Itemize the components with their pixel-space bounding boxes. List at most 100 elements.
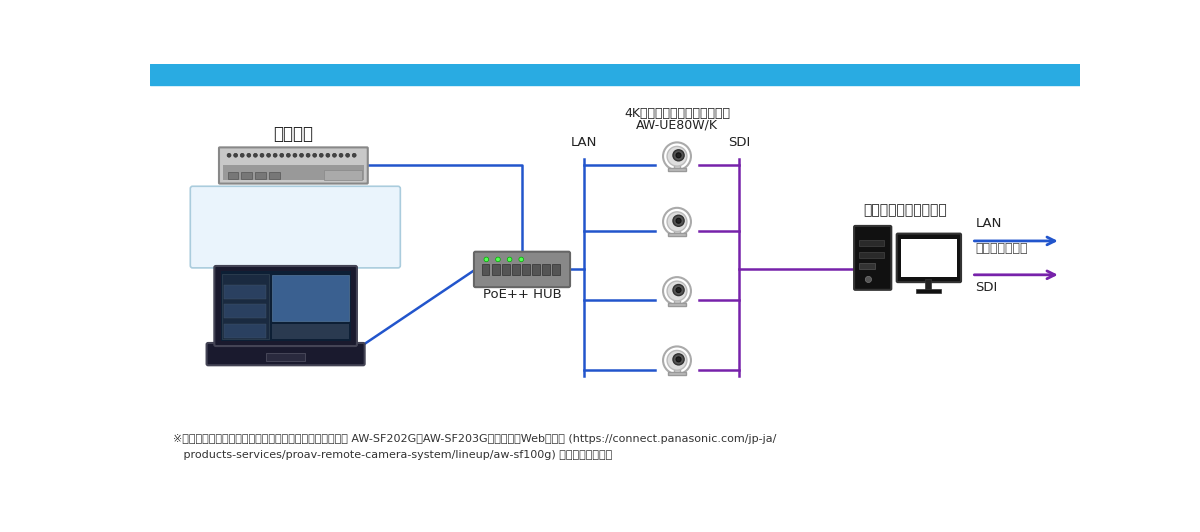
Circle shape [673, 354, 684, 365]
Text: 組み合わせて利用することが可能です※。: 組み合わせて利用することが可能です※。 [199, 253, 335, 266]
Circle shape [274, 153, 277, 157]
Bar [673, 222, 680, 234]
Text: LAN: LAN [976, 217, 1002, 230]
FancyBboxPatch shape [854, 226, 892, 290]
Text: 追加）、AW-SF203G（3ライセンス追加）を: 追加）、AW-SF203G（3ライセンス追加）を [199, 236, 372, 250]
Bar [256, 172, 266, 179]
Bar [916, 289, 941, 293]
Circle shape [287, 153, 290, 157]
Circle shape [676, 218, 682, 223]
Circle shape [319, 153, 323, 157]
Circle shape [673, 215, 684, 226]
Circle shape [227, 153, 230, 157]
Circle shape [667, 212, 686, 231]
Bar [925, 279, 931, 290]
Text: AW-UE80W/K: AW-UE80W/K [636, 119, 718, 132]
Bar [223, 323, 266, 338]
Circle shape [346, 153, 349, 157]
Bar [673, 360, 680, 372]
Circle shape [326, 153, 330, 157]
Bar [271, 275, 349, 321]
Circle shape [664, 208, 691, 236]
Bar [271, 323, 349, 339]
Bar [223, 165, 364, 180]
Text: ストリーミング: ストリーミング [976, 243, 1028, 255]
Circle shape [306, 153, 310, 157]
Text: クライアント PC: クライアント PC [242, 284, 329, 302]
Circle shape [676, 288, 682, 293]
Bar [901, 239, 956, 277]
Bar [859, 263, 875, 269]
Circle shape [667, 146, 686, 166]
Bar [542, 264, 550, 275]
FancyBboxPatch shape [896, 234, 961, 282]
Bar [241, 172, 252, 179]
Bar [859, 252, 884, 258]
Circle shape [260, 153, 264, 157]
Bar [522, 264, 529, 275]
Circle shape [664, 143, 691, 170]
FancyBboxPatch shape [191, 186, 401, 268]
Bar [222, 273, 269, 339]
Bar [532, 264, 540, 275]
FancyBboxPatch shape [474, 252, 570, 287]
Circle shape [496, 257, 500, 262]
Bar [492, 264, 499, 275]
Circle shape [247, 153, 251, 157]
Bar [223, 285, 266, 299]
Circle shape [300, 153, 304, 157]
Circle shape [280, 153, 283, 157]
Bar [673, 156, 680, 169]
Circle shape [332, 153, 336, 157]
Bar [552, 264, 560, 275]
Text: products-services/proav-remote-camera-system/lineup/aw-sf100g) をご覧ください。: products-services/proav-remote-camera-sy… [173, 450, 612, 460]
Bar [481, 264, 490, 275]
Bar [223, 304, 266, 318]
Circle shape [313, 153, 317, 157]
Circle shape [484, 257, 488, 262]
FancyBboxPatch shape [218, 147, 367, 184]
Bar [269, 172, 281, 179]
Bar [668, 234, 685, 236]
Circle shape [667, 281, 686, 301]
Circle shape [293, 153, 296, 157]
Circle shape [667, 351, 686, 370]
Bar [668, 303, 685, 306]
FancyBboxPatch shape [206, 343, 365, 365]
Circle shape [676, 153, 682, 158]
Bar [668, 372, 685, 375]
Bar [673, 291, 680, 303]
Circle shape [664, 277, 691, 305]
Circle shape [240, 153, 244, 157]
Text: 講義収録配信システム: 講義収録配信システム [864, 203, 948, 217]
Circle shape [518, 257, 523, 262]
Text: LAN: LAN [571, 136, 598, 149]
Circle shape [340, 153, 343, 157]
Text: 《接続例》: 《接続例》 [588, 65, 642, 84]
Bar [150, 64, 1080, 85]
Circle shape [865, 276, 871, 282]
Bar [668, 168, 685, 171]
Circle shape [508, 257, 512, 262]
Bar [502, 264, 510, 275]
Circle shape [266, 153, 270, 157]
Bar [512, 264, 520, 275]
Text: SDI: SDI [976, 281, 997, 294]
Text: 4Kインテグレーテッドカメラ: 4Kインテグレーテッドカメラ [624, 106, 730, 120]
Text: SDI: SDI [728, 136, 750, 149]
Circle shape [673, 150, 684, 161]
Text: 利用ライセンスは、AW-SF200G（ベーシック: 利用ライセンスは、AW-SF200G（ベーシック [199, 203, 372, 215]
Bar [228, 172, 239, 179]
Circle shape [234, 153, 238, 157]
Text: PoE++ HUB: PoE++ HUB [482, 288, 562, 301]
Bar [324, 170, 361, 180]
Bar [221, 271, 350, 340]
FancyBboxPatch shape [215, 266, 356, 346]
Circle shape [676, 357, 682, 362]
Text: サーバー: サーバー [274, 126, 313, 143]
Circle shape [673, 285, 684, 296]
Text: ライセンス）、AW-SF202G（2ライセンス: ライセンス）、AW-SF202G（2ライセンス [199, 219, 366, 232]
Text: ※ライセンスを追加するための自動追尾ソフトウェアキー AW-SF202G、AW-SF203Gの詳細は、Webサイト (https://connect.panas: ※ライセンスを追加するための自動追尾ソフトウェアキー AW-SF202G、AW-… [173, 434, 776, 444]
Circle shape [253, 153, 257, 157]
Bar [859, 240, 884, 246]
